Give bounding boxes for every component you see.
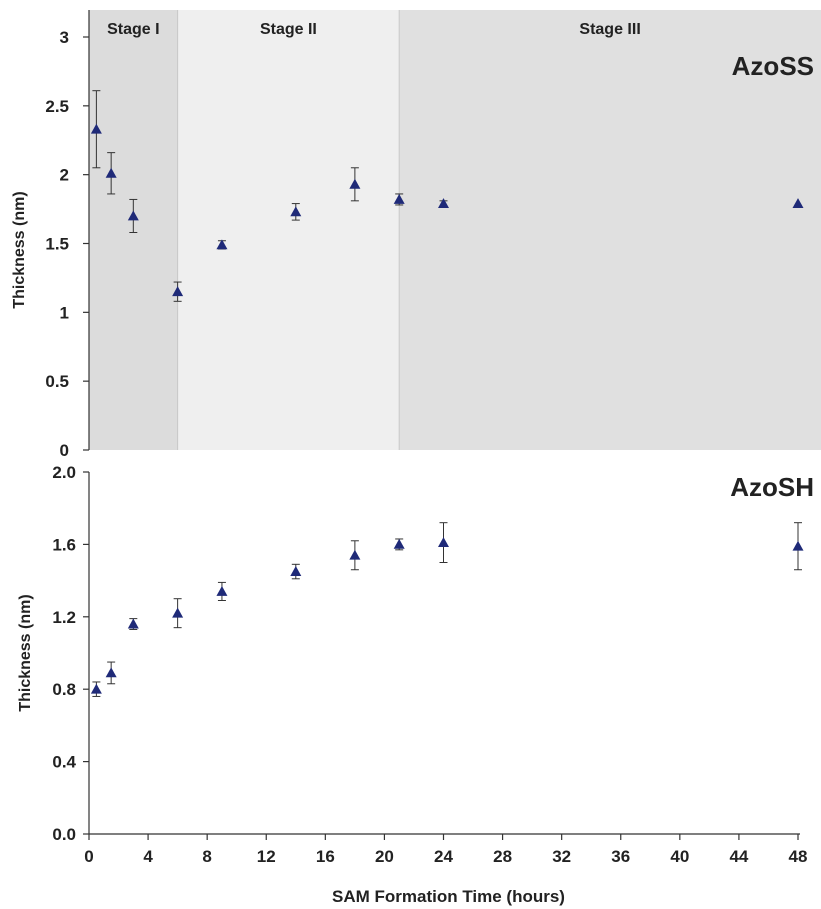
azoss-y-tick-label: 2 [60, 166, 69, 185]
x-axis-title: SAM Formation Time (hours) [332, 887, 565, 906]
stage-band-2 [177, 10, 400, 450]
x-tick-label: 12 [257, 847, 276, 866]
azoss-triangle-marker [216, 239, 228, 250]
x-tick-label: 8 [202, 847, 211, 866]
azoss-triangle-marker [90, 123, 102, 134]
azosh-triangle-marker [127, 618, 139, 629]
azosh-y-ticks: 0.0 0.4 0.8 1.2 1.6 2.0 [52, 463, 89, 844]
x-tick-label: 28 [493, 847, 512, 866]
azoss-triangle-marker [393, 193, 405, 204]
azosh-data-points [90, 522, 804, 697]
azoss-point [90, 90, 102, 169]
azoss-triangle-marker [127, 210, 139, 221]
x-ticks: 0 4 8 12 16 20 24 28 32 36 40 44 48 [84, 834, 807, 866]
azoss-point [792, 198, 804, 208]
azoss-data-points [90, 90, 804, 302]
azosh-panel: 0.00.40.81.21.62.0 0 4 8 12 16 20 24 28 32 36 40 44… [17, 463, 814, 906]
stage-backgrounds [89, 10, 821, 450]
azosh-y-tick-label: 0.8 [52, 680, 76, 699]
azosh-point [172, 598, 184, 629]
x-tick-label: 4 [143, 847, 153, 866]
azosh-point [290, 563, 302, 580]
x-tick-label: 0 [84, 847, 93, 866]
azosh-y-tick-label: 1.2 [52, 608, 76, 627]
azosh-point [90, 681, 102, 697]
azoss-y-ticks: 0 0.5 1 1.5 2 2.5 3 [45, 28, 89, 460]
azosh-point [216, 581, 228, 602]
azosh-triangle-marker [216, 585, 228, 596]
azosh-point [438, 522, 449, 563]
azosh-triangle-marker [349, 549, 361, 560]
azosh-panel-label: AzoSH [730, 472, 814, 502]
azoss-point [438, 198, 449, 208]
azosh-y-tick-label: 1.6 [52, 535, 76, 554]
x-tick-label: 48 [789, 847, 808, 866]
azoss-y-tick-label: 3 [60, 28, 69, 47]
azosh-triangle-marker [90, 683, 102, 694]
azosh-y-tick-label: 0.4 [52, 753, 76, 772]
azoss-point [290, 203, 302, 221]
azosh-point [349, 540, 361, 571]
azosh-triangle-marker [393, 538, 405, 549]
x-tick-label: 40 [670, 847, 689, 866]
azoss-y-tick-label: 1.5 [45, 235, 69, 254]
azoss-y-tick-label: 2.5 [45, 97, 69, 116]
azoss-point [127, 198, 139, 233]
azosh-y-axis-title: Thickness (nm) [17, 594, 34, 711]
x-tick-label: 20 [375, 847, 394, 866]
azosh-point [393, 538, 405, 551]
x-tick-label: 24 [434, 847, 453, 866]
azosh-triangle-marker [105, 667, 117, 678]
stage-label-3: Stage III [579, 21, 640, 38]
azosh-y-tick-label: 0.0 [52, 825, 76, 844]
azosh-triangle-marker [290, 566, 302, 576]
azosh-triangle-marker [172, 607, 184, 618]
azosh-triangle-marker [792, 540, 804, 551]
azoss-triangle-marker [349, 178, 361, 189]
azoss-triangle-marker [172, 286, 184, 297]
x-tick-label: 32 [552, 847, 571, 866]
stage-labels: Stage I Stage II Stage III [107, 21, 641, 38]
azoss-y-tick-label: 0 [60, 441, 69, 460]
azoss-y-axis-title: Thickness (nm) [11, 191, 28, 308]
x-tick-label: 16 [316, 847, 335, 866]
azosh-point [127, 618, 139, 630]
azosh-triangle-marker [438, 537, 449, 547]
x-tick-label: 36 [611, 847, 630, 866]
azoss-panel: Stage I Stage II Stage III 0 0.5 1 1.5 2 2.5 3 T… [11, 10, 821, 460]
azosh-point [792, 522, 804, 571]
azosh-point [105, 661, 117, 685]
azoss-point [216, 239, 228, 250]
azosh-y-tick-label: 2.0 [52, 463, 76, 482]
stage-label-1: Stage I [107, 21, 159, 38]
x-tick-label: 44 [729, 847, 748, 866]
azoss-y-tick-label: 0.5 [45, 372, 69, 391]
stage-label-2: Stage II [260, 21, 317, 38]
azoss-triangle-marker [438, 198, 449, 208]
azoss-panel-label: AzoSS [732, 51, 814, 81]
azoss-point [349, 167, 361, 202]
stage-band-3 [399, 10, 821, 450]
azoss-y-tick-label: 1 [60, 303, 69, 322]
azoss-triangle-marker [792, 198, 804, 208]
azoss-triangle-marker [290, 206, 302, 217]
azoss-point [172, 281, 184, 302]
azoss-point [105, 152, 117, 195]
azoss-point [393, 193, 405, 206]
azoss-triangle-marker [105, 167, 117, 178]
